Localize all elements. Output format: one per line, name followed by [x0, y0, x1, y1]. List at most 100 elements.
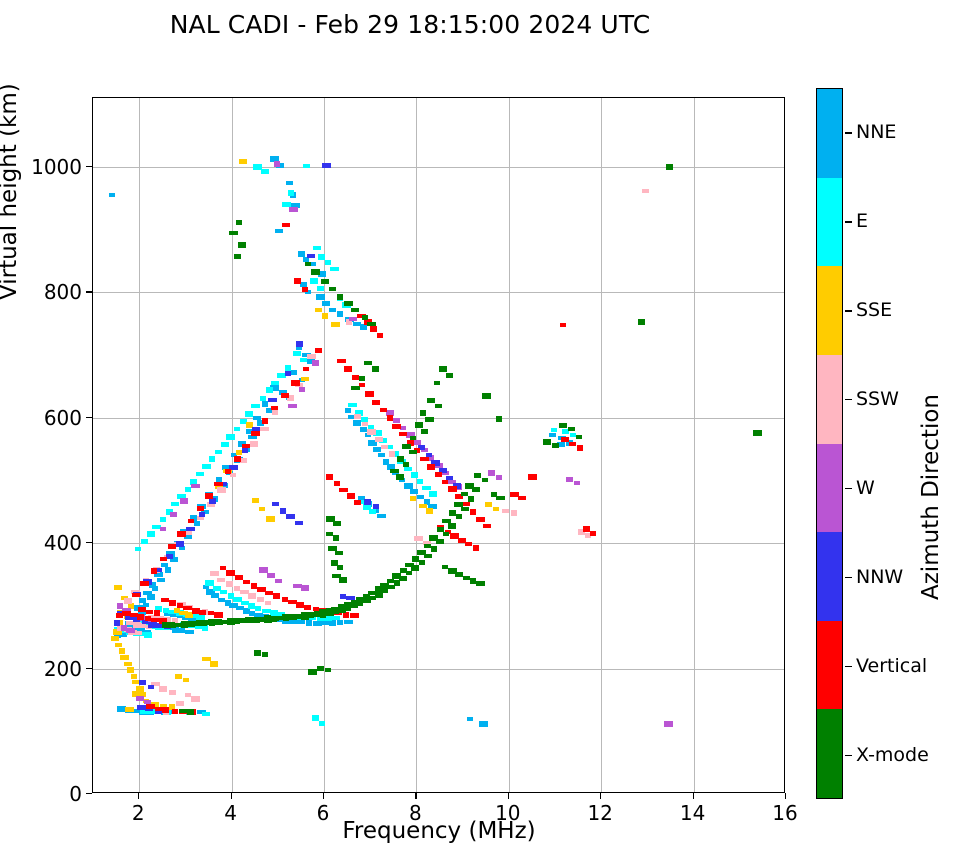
- data-point: [169, 704, 176, 711]
- x-tick-mark: [507, 793, 510, 799]
- data-point: [446, 475, 454, 480]
- data-point: [361, 314, 368, 320]
- data-point: [155, 567, 162, 572]
- data-point: [462, 575, 470, 580]
- data-point: [260, 169, 269, 175]
- data-point: [481, 478, 488, 483]
- data-point: [117, 706, 127, 713]
- data-point: [126, 621, 136, 626]
- x-tick-label: 8: [409, 801, 422, 825]
- data-point: [172, 618, 179, 624]
- data-point: [152, 524, 162, 529]
- data-point: [174, 608, 181, 614]
- ionogram-plot: [92, 97, 785, 793]
- data-point: [358, 376, 365, 382]
- data-point: [271, 616, 278, 622]
- data-point: [338, 604, 346, 611]
- data-point: [364, 433, 371, 438]
- data-point: [475, 580, 485, 586]
- data-point: [290, 380, 300, 387]
- data-point: [179, 709, 188, 714]
- data-point: [425, 507, 433, 514]
- data-point: [308, 616, 316, 621]
- y-tick-mark: [86, 291, 92, 293]
- data-point: [137, 609, 146, 615]
- data-point: [249, 610, 256, 616]
- data-point: [146, 594, 155, 601]
- data-point: [414, 422, 423, 429]
- data-point: [337, 311, 344, 318]
- data-point: [190, 478, 198, 485]
- data-point: [428, 491, 437, 498]
- data-point: [473, 472, 481, 478]
- data-point: [435, 404, 443, 409]
- data-point: [123, 661, 132, 666]
- data-point: [239, 159, 248, 165]
- data-point: [183, 532, 192, 539]
- data-point: [375, 585, 383, 592]
- data-point: [442, 565, 449, 570]
- data-point: [509, 491, 519, 497]
- data-point: [201, 464, 211, 470]
- data-point: [253, 649, 261, 656]
- data-point: [168, 599, 176, 606]
- data-point: [159, 704, 167, 709]
- data-point: [168, 689, 176, 695]
- data-point: [191, 695, 201, 702]
- data-point: [576, 434, 583, 439]
- data-point: [152, 585, 159, 591]
- data-point: [353, 499, 361, 505]
- data-point: [266, 573, 275, 579]
- data-point: [300, 585, 309, 592]
- data-point: [214, 619, 223, 625]
- data-point: [317, 270, 326, 277]
- data-point: [233, 455, 241, 462]
- data-point: [206, 589, 216, 596]
- data-point: [293, 351, 302, 357]
- data-point: [269, 384, 279, 391]
- data-point: [369, 509, 376, 515]
- data-point: [374, 591, 383, 598]
- data-point: [551, 428, 558, 433]
- data-point: [495, 416, 502, 423]
- data-point: [300, 376, 309, 381]
- data-point: [193, 520, 200, 526]
- data-point: [556, 441, 565, 447]
- data-point: [427, 463, 436, 470]
- data-point: [666, 163, 674, 170]
- data-point: [343, 620, 353, 625]
- data-point: [164, 566, 171, 573]
- data-point: [517, 496, 526, 501]
- gridline-horizontal: [93, 668, 784, 670]
- data-point: [282, 222, 291, 227]
- data-point: [326, 531, 334, 536]
- data-point: [235, 606, 244, 611]
- data-point: [364, 499, 372, 506]
- scatter-data-layer: [93, 98, 784, 792]
- data-point: [392, 572, 402, 579]
- data-point: [528, 474, 538, 481]
- colorbar-tick: [845, 132, 852, 134]
- data-point: [226, 433, 236, 440]
- data-point: [410, 489, 419, 495]
- colorbar-segment-e: [817, 177, 842, 267]
- data-point: [114, 620, 121, 627]
- data-point: [585, 533, 592, 539]
- data-point: [168, 622, 176, 628]
- data-point: [251, 617, 260, 623]
- data-point: [454, 501, 464, 507]
- y-tick-mark: [86, 416, 92, 419]
- data-point: [204, 580, 214, 587]
- data-point: [266, 516, 276, 523]
- x-tick-mark: [600, 793, 602, 799]
- data-point: [132, 621, 141, 628]
- data-point: [582, 526, 590, 533]
- data-point: [161, 562, 169, 567]
- data-point: [127, 666, 135, 673]
- data-point: [355, 596, 365, 603]
- data-point: [173, 623, 183, 628]
- data-point: [264, 600, 271, 605]
- data-point: [348, 414, 358, 419]
- data-point: [129, 613, 138, 618]
- y-tick-label: 800: [43, 280, 82, 305]
